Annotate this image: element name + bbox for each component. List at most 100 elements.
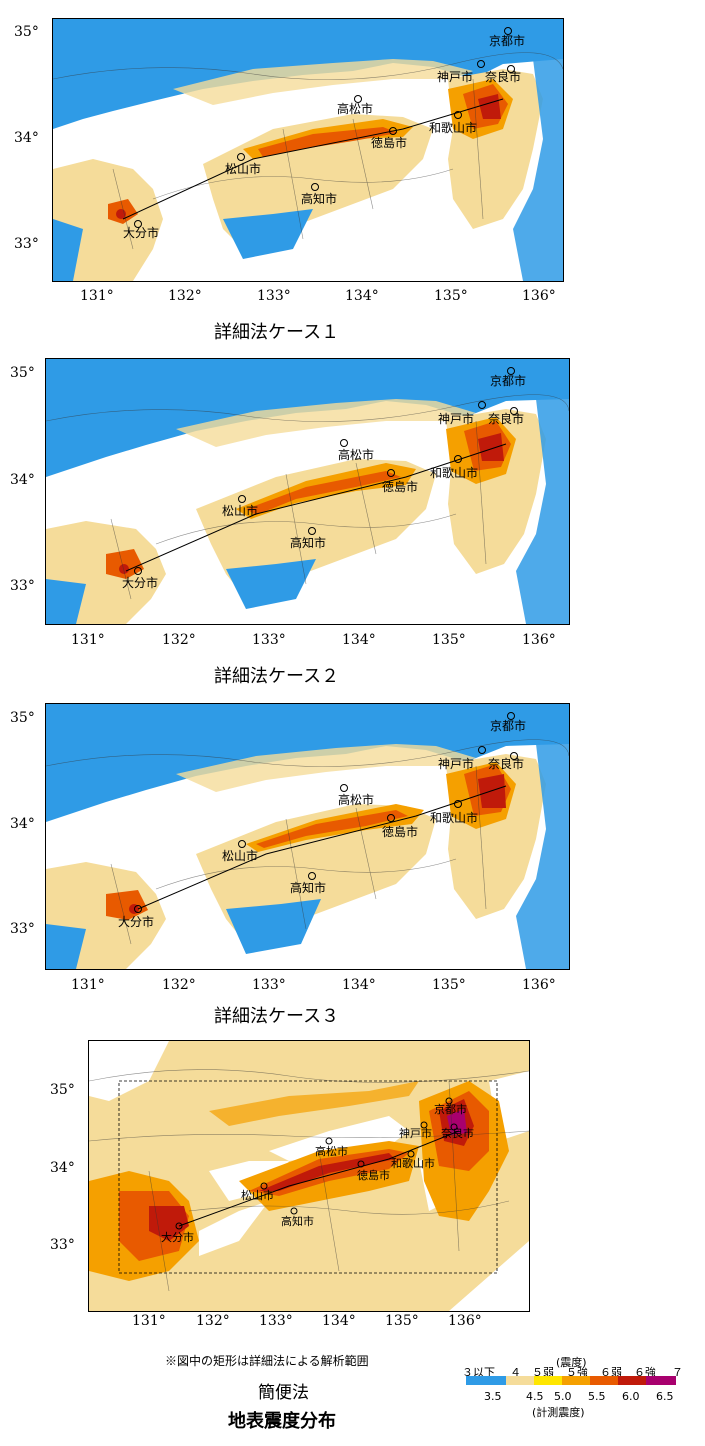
legend-top-title: (震度)	[556, 1356, 587, 1369]
city-label-tokushima: 徳島市	[382, 824, 418, 839]
analysis-area-note: ※図中の矩形は詳細法による解析範囲	[165, 1354, 369, 1368]
method-title: 簡便法	[258, 1383, 309, 1403]
intensity-map: 京都市 神戸市 奈良市 高松市 和歌山市 徳島市 松山市 高知市 大分市	[46, 359, 569, 624]
legend-value-label: 5.0	[554, 1390, 572, 1403]
city-label-wakayama: 和歌山市	[430, 810, 478, 825]
map-frame: 京都市 神戸市 奈良市 高松市 和歌山市 徳島市 松山市 高知市 大分市	[45, 703, 570, 970]
intensity-map: 京都市 神戸市 奈良市 高松市 和歌山市 徳島市 松山市 高知市 大分市	[53, 19, 563, 281]
lon-label: 135°	[385, 1313, 419, 1329]
legend-swatch	[466, 1376, 506, 1385]
city-label-wakayama: 和歌山市	[429, 120, 477, 135]
legend-swatch	[590, 1376, 618, 1385]
lat-label: 35°	[10, 365, 35, 381]
legend-class-label: ７	[672, 1366, 683, 1379]
city-label-tokushima: 徳島市	[357, 1168, 390, 1182]
map-panel-case1: 京都市 神戸市 奈良市 高松市 和歌山市 徳島市 松山市 高知市 大分市 35°…	[0, 0, 705, 345]
lon-label: 134°	[345, 288, 379, 304]
lon-label: 136°	[522, 977, 556, 993]
case-caption: 詳細法ケース２	[214, 666, 340, 687]
legend-swatch	[534, 1376, 562, 1385]
map-frame: 京都市 神戸市 奈良市 高松市 和歌山市 徳島市 松山市 高知市 大分市	[52, 18, 564, 282]
city-label-nara: 奈良市	[441, 1126, 474, 1140]
lon-label: 136°	[448, 1313, 482, 1329]
city-label-oita: 大分市	[161, 1230, 194, 1244]
city-label-kyoto: 京都市	[490, 718, 526, 733]
city-label-tokushima: 徳島市	[371, 135, 407, 150]
map-panel-case2: 京都市 神戸市 奈良市 高松市 和歌山市 徳島市 松山市 高知市 大分市 35°…	[0, 345, 705, 690]
legend-class-label: ５強	[566, 1366, 588, 1379]
city-label-kochi: 高知市	[281, 1214, 314, 1228]
city-label-kobe: 神戸市	[438, 756, 474, 771]
city-label-takamatsu: 高松市	[315, 1144, 348, 1158]
city-label-kochi: 高知市	[290, 535, 326, 550]
lat-label: 33°	[14, 236, 39, 252]
lon-label: 135°	[432, 632, 466, 648]
lon-label: 133°	[257, 288, 291, 304]
city-label-wakayama: 和歌山市	[391, 1156, 435, 1170]
legend-class-label: ５弱	[532, 1366, 554, 1379]
legend-class-label: ６強	[634, 1366, 656, 1379]
lat-label: 34°	[10, 472, 35, 488]
map-frame: 京都市 神戸市 奈良市 高松市 和歌山市 徳島市 松山市 高知市 大分市	[88, 1040, 530, 1312]
legend-class-label: ６弱	[600, 1366, 622, 1379]
legend-swatch	[618, 1376, 646, 1385]
city-label-kobe: 神戸市	[437, 69, 473, 84]
lat-label: 34°	[10, 816, 35, 832]
city-label-oita: 大分市	[118, 914, 154, 929]
lon-label: 132°	[168, 288, 202, 304]
lon-label: 134°	[322, 1313, 356, 1329]
lon-label: 133°	[252, 632, 286, 648]
lon-label: 131°	[132, 1313, 166, 1329]
city-label-takamatsu: 高松市	[338, 792, 374, 807]
city-label-kyoto: 京都市	[489, 33, 525, 48]
legend-swatch	[506, 1376, 534, 1385]
lat-label: 34°	[14, 130, 39, 146]
lon-label: 132°	[162, 977, 196, 993]
case-caption: 詳細法ケース３	[214, 1006, 340, 1027]
city-label-kyoto: 京都市	[490, 373, 526, 388]
lon-label: 131°	[80, 288, 114, 304]
figure-title: 地表震度分布	[228, 1411, 336, 1432]
city-label-oita: 大分市	[123, 225, 159, 240]
lat-label: 35°	[14, 24, 39, 40]
lat-label: 35°	[50, 1082, 75, 1098]
lon-label: 134°	[342, 977, 376, 993]
lon-label: 135°	[432, 977, 466, 993]
city-label-nara: 奈良市	[488, 411, 524, 426]
city-label-takamatsu: 高松市	[337, 101, 373, 116]
city-label-kochi: 高知市	[301, 191, 337, 206]
lon-label: 136°	[522, 288, 556, 304]
city-label-kobe: 神戸市	[438, 411, 474, 426]
city-label-nara: 奈良市	[488, 756, 524, 771]
lat-label: 33°	[10, 921, 35, 937]
legend-swatch	[562, 1376, 590, 1385]
city-label-nara: 奈良市	[485, 69, 521, 84]
intensity-map: 京都市 神戸市 奈良市 高松市 和歌山市 徳島市 松山市 高知市 大分市	[89, 1041, 529, 1311]
legend-swatch	[646, 1376, 676, 1385]
city-label-kochi: 高知市	[290, 880, 326, 895]
city-label-matsuyama: 松山市	[222, 503, 258, 518]
lon-label: 134°	[342, 632, 376, 648]
lon-label: 132°	[196, 1313, 230, 1329]
legend-bottom-title: (計測震度)	[532, 1406, 585, 1419]
lon-label: 135°	[434, 288, 468, 304]
lat-label: 34°	[50, 1160, 75, 1176]
lon-label: 131°	[71, 632, 105, 648]
lon-label: 132°	[162, 632, 196, 648]
city-label-wakayama: 和歌山市	[430, 465, 478, 480]
city-label-matsuyama: 松山市	[225, 161, 261, 176]
lon-label: 133°	[259, 1313, 293, 1329]
city-label-tokushima: 徳島市	[382, 479, 418, 494]
legend-class-label: ３以下	[462, 1366, 495, 1379]
legend-class-label: ４	[510, 1366, 521, 1379]
legend-value-label: 4.5	[526, 1390, 544, 1403]
city-label-kobe: 神戸市	[399, 1126, 432, 1140]
intensity-legend: (震度) ３以下 ４ ５弱 ５強 ６弱 ６強 ７ 3.5 4.5 5.0 5.5…	[462, 1354, 694, 1444]
lat-label: 33°	[10, 578, 35, 594]
city-label-kyoto: 京都市	[434, 1102, 467, 1116]
city-label-matsuyama: 松山市	[241, 1188, 274, 1202]
lat-label: 33°	[50, 1237, 75, 1253]
lon-label: 133°	[252, 977, 286, 993]
city-label-takamatsu: 高松市	[338, 447, 374, 462]
legend-value-label: 6.0	[622, 1390, 640, 1403]
